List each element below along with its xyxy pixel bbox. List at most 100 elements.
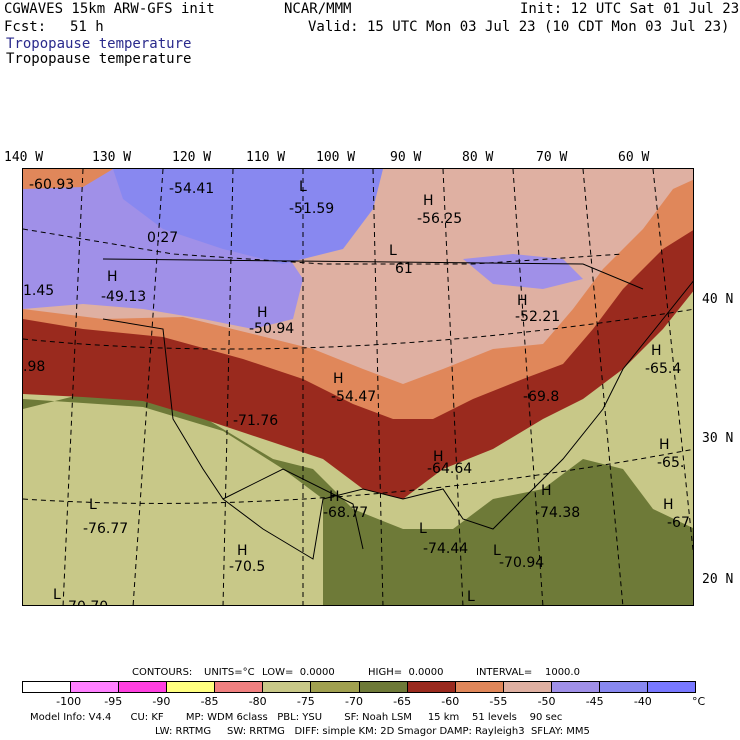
lon-label: 100 W [316,150,356,165]
border-mexico-us [222,468,364,550]
temperature-label: 0.27 [147,230,178,246]
model-info-line: Model Info: V4.4 CU: KF MP: WDM 6class P… [30,712,563,723]
colorbar-swatch [551,682,600,692]
field-title-primary: Tropopause temperature [6,36,192,52]
map-canvas: -60.93 -54.41 L -51.59 H -56.25 0.27 L 61 H -49.13… [23,169,693,606]
temperature-label: -74.38 [535,505,580,521]
colorbar-swatch [167,682,216,692]
high-marker: H [433,449,444,465]
physics-info-line: LW: RRTMG SW: RRTMG DIFF: simple KM: 2D … [155,726,590,737]
colorbar-tick-label: -80 [248,695,267,708]
temperature-label: 61 [395,261,413,277]
temperature-label: -49.13 [101,289,146,305]
temperature-label: -64.64 [427,461,472,477]
lat-label: 40 N [702,292,734,307]
interval-label: INTERVAL= 1000.0 [476,667,580,678]
coastline-outline [102,280,693,560]
lon-label: 80 W [462,150,494,165]
forecast-label: Fcst: [4,19,47,35]
colorbar-tick-label: -40 [633,695,652,708]
low-marker: L [299,179,307,195]
temperature-label: -70.5 [229,559,265,575]
high-marker: H [541,483,552,499]
colorbar-swatch [648,682,696,692]
valid-time: Valid: 15 UTC Mon 03 Jul 23 (10 CDT Mon … [308,19,730,35]
temperature-label: -50.94 [249,321,294,337]
units-label: UNITS=°C [204,667,255,678]
lon-label: 130 W [92,150,132,165]
temperature-label: -71.76 [233,413,278,429]
contours-label: CONTOURS: [132,667,193,678]
temperature-label: -54.41 [169,181,214,197]
high-marker: H [329,489,340,505]
low-marker: L [389,243,397,259]
colorbar-swatch [407,682,456,692]
temperature-label: -67 [667,515,690,531]
high-marker: H [517,293,528,309]
temperature-label: -76.77 [83,521,128,537]
low-label: LOW= 0.0000 [262,667,335,678]
temperature-label: -65. [657,455,684,471]
temperature-label: -74.44 [423,541,468,557]
init-time: Init: 12 UTC Sat 01 Jul 23 [520,1,740,17]
temperature-label: -70.70 [63,599,108,606]
colorbar-swatch [311,682,360,692]
temperature-label: -68.77 [323,505,368,521]
low-marker: L [493,543,501,559]
map-labels: -60.93 -54.41 L -51.59 H -56.25 0.27 L 61 H -49.13… [23,177,690,606]
high-label: HIGH= 0.0000 [368,667,444,678]
high-marker: H [423,193,434,209]
high-marker: H [663,497,674,513]
temperature-label: -54.47 [331,389,376,405]
low-marker: L [89,497,97,513]
colorbar-swatch [23,682,72,692]
colorbar-swatch [503,682,552,692]
colorbar-tick-label: -95 [104,695,123,708]
high-marker: H [237,543,248,559]
colorbar-tick-label: -75 [296,695,315,708]
colorbar-swatch [359,682,408,692]
lat-label: 20 N [702,572,734,587]
temperature-label: 1.45 [23,283,54,299]
colorbar-swatch [215,682,264,692]
low-marker: L [53,587,61,603]
lon-label: 60 W [618,150,650,165]
temperature-label: -52.21 [515,309,560,325]
lon-label: 90 W [390,150,422,165]
lon-label: 110 W [246,150,286,165]
colorbar-tick-label: -65 [393,695,412,708]
colorbar-tick-label: -50 [537,695,556,708]
temperature-label: .98 [23,359,45,375]
colorbar-tick-label: -85 [200,695,219,708]
temperature-label: -70.94 [499,555,544,571]
border-canada-us [102,258,644,290]
field-title-secondary: Tropopause temperature [6,51,192,67]
colorbar-swatch [263,682,312,692]
temperature-label: -60.93 [29,177,74,193]
lon-label: 140 W [4,150,44,165]
lat-label: 30 N [702,431,734,446]
colorbar-tick-label: -70 [345,695,363,708]
colorbar-tick-label: -60 [441,695,460,708]
shade-orange-nw [23,169,113,189]
map-panel: -60.93 -54.41 L -51.59 H -56.25 0.27 L 61 H -49.13… [22,168,694,606]
high-marker: H [107,269,118,285]
colorbar-tick-label: °C [692,695,706,708]
forecast-hours: 51 h [70,19,104,35]
lon-label: 120 W [172,150,212,165]
temperature-label: -56.25 [417,211,462,227]
shade-olive [23,384,693,605]
graticule [23,169,693,605]
colorbar-swatch [119,682,168,692]
low-marker: L [467,589,475,605]
high-marker: H [651,343,662,359]
high-marker: H [333,371,344,387]
colorbar [22,681,696,693]
colorbar-swatch [599,682,649,692]
colorbar-tick-label: -45 [585,695,604,708]
high-marker: H [659,437,670,453]
colorbar-tick-label: -100 [56,695,82,708]
high-marker: H [257,305,268,321]
temperature-label: -65.4 [645,361,681,377]
shade-blue [113,169,383,264]
